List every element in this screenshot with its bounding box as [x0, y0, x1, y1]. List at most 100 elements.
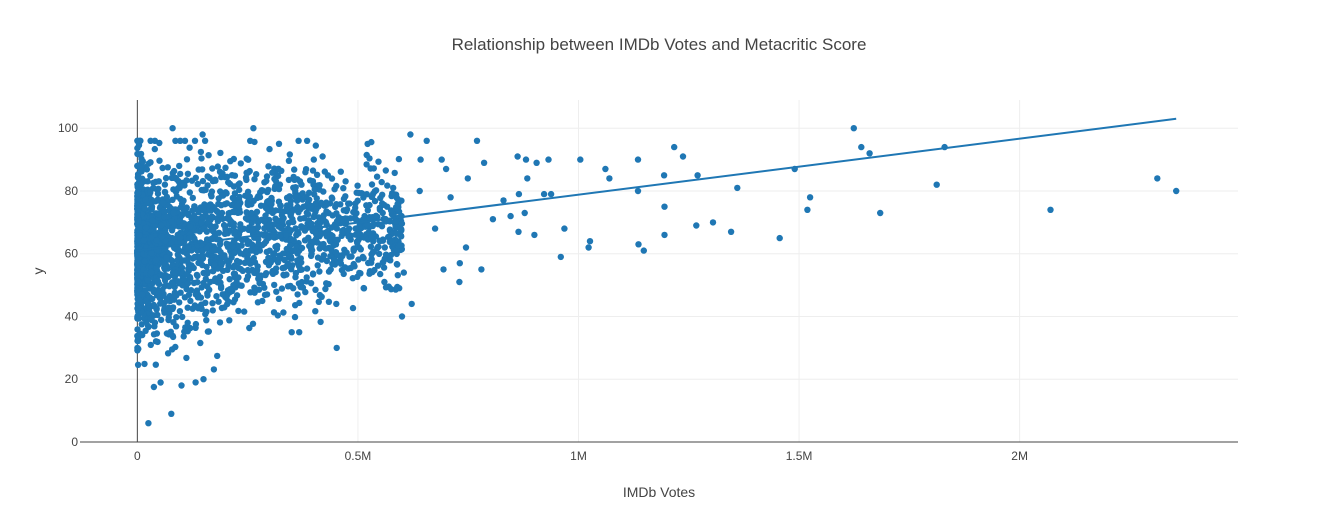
scatter-point	[368, 193, 376, 200]
scatter-point	[303, 265, 311, 272]
scatter-point	[155, 178, 162, 185]
scatter-point	[219, 215, 226, 222]
scatter-point	[1154, 175, 1161, 182]
scatter-point	[218, 260, 225, 267]
scatter-point	[320, 216, 327, 223]
scatter-point	[340, 270, 347, 278]
scatter-point	[134, 212, 141, 219]
scatter-point	[176, 308, 184, 315]
scatter-point	[387, 207, 395, 214]
scatter-point	[209, 307, 216, 314]
scatter-point	[212, 275, 219, 282]
scatter-point	[249, 320, 257, 327]
scatter-point	[322, 285, 329, 293]
scatter-point	[393, 230, 401, 237]
scatter-point	[236, 193, 243, 201]
scatter-point	[319, 254, 327, 262]
scatter-point	[423, 137, 430, 144]
y-tick-label: 80	[65, 184, 79, 198]
scatter-point	[152, 361, 159, 368]
scatter-point	[377, 270, 384, 278]
scatter-point	[254, 266, 261, 274]
scatter-point	[147, 189, 154, 196]
scatter-point	[230, 155, 237, 163]
scatter-point	[164, 164, 171, 171]
scatter-point	[235, 264, 242, 272]
scatter-point	[378, 221, 385, 228]
scatter-point	[155, 210, 162, 218]
scatter-point	[135, 237, 142, 244]
scatter-point	[456, 260, 463, 267]
scatter-point	[191, 254, 198, 261]
scatter-point	[291, 166, 298, 173]
scatter-point	[302, 169, 309, 176]
scatter-point	[229, 243, 236, 250]
scatter-point	[694, 172, 701, 179]
scatter-point	[154, 190, 162, 197]
scatter-point	[246, 257, 253, 264]
scatter-point	[245, 267, 253, 274]
scatter-point	[199, 253, 206, 260]
scatter-point	[533, 159, 540, 166]
scatter-point	[480, 159, 488, 166]
scatter-point	[507, 212, 514, 220]
scatter-point	[417, 156, 424, 163]
scatter-point	[337, 168, 344, 175]
scatter-point	[354, 239, 361, 246]
scatter-point	[310, 156, 317, 163]
scatter-point	[316, 182, 323, 189]
scatter-point	[183, 354, 190, 362]
scatter-point	[325, 209, 332, 217]
scatter-point	[291, 313, 299, 321]
scatter-point	[179, 257, 186, 264]
scatter-point	[217, 284, 225, 292]
scatter-point	[382, 284, 390, 291]
scatter-point	[545, 156, 552, 163]
scatter-point	[294, 257, 301, 264]
scatter-point	[150, 331, 158, 338]
scatter-point	[180, 197, 187, 204]
scatter-point	[223, 200, 231, 207]
scatter-point	[442, 165, 450, 173]
scatter-point	[206, 286, 213, 293]
scatter-point	[352, 204, 359, 211]
scatter-point	[318, 199, 325, 206]
scatter-point	[585, 244, 592, 251]
scatter-point	[138, 321, 145, 328]
scatter-point	[219, 170, 226, 177]
scatter-point	[180, 206, 187, 213]
scatter-point	[274, 259, 282, 266]
scatter-point	[661, 203, 668, 210]
scatter-point	[370, 221, 377, 228]
scatter-point	[271, 175, 278, 183]
scatter-point	[221, 304, 228, 311]
scatter-point	[317, 318, 324, 326]
scatter-point	[158, 233, 166, 240]
scatter-point	[236, 186, 243, 194]
scatter-point	[266, 221, 273, 229]
scatter-point	[394, 272, 401, 279]
scatter-point	[214, 352, 221, 360]
scatter-point	[327, 266, 334, 273]
scatter-point	[135, 315, 142, 322]
scatter-point	[165, 305, 172, 312]
scatter-point	[321, 168, 328, 175]
scatter-point	[149, 295, 156, 303]
scatter-point	[367, 243, 375, 250]
scatter-point	[522, 156, 530, 163]
scatter-point	[183, 257, 191, 264]
scatter-point	[447, 194, 454, 201]
scatter-point	[315, 298, 322, 305]
scatter-point	[203, 244, 210, 252]
scatter-point	[1173, 187, 1180, 195]
scatter-point	[635, 241, 642, 248]
scatter-point	[134, 144, 141, 152]
scatter-point	[157, 300, 164, 307]
scatter-point	[515, 190, 523, 198]
scatter-point	[273, 288, 280, 295]
scatter-point	[147, 341, 154, 349]
scatter-point	[263, 248, 270, 256]
scatter-point	[293, 231, 300, 238]
scatter-point	[333, 344, 340, 352]
scatter-point	[377, 237, 384, 244]
